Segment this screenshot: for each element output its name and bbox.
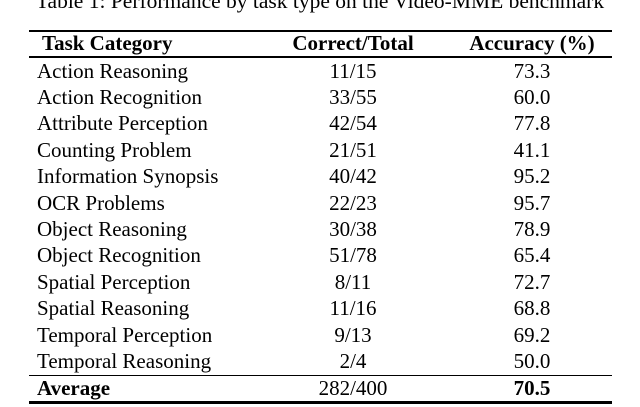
table-row: Object Reasoning 30/38 78.9: [29, 216, 612, 242]
cell-correct-total: 21/51: [329, 137, 377, 162]
table-row: Temporal Reasoning 2/4 50.0: [29, 348, 612, 375]
table-row: Counting Problem 21/51 41.1: [29, 137, 612, 163]
cell-correct-total: 11/15: [329, 58, 377, 83]
cell-category: Temporal Perception: [37, 322, 213, 347]
cell-category: Object Recognition: [37, 243, 201, 268]
cell-accuracy: 77.8: [513, 111, 551, 136]
table-body: Action Reasoning 11/15 73.3 Action Recognit…: [29, 57, 612, 375]
cell-accuracy: 41.1: [513, 137, 551, 162]
table-caption: Table 1: Performance by task type on the…: [35, 0, 605, 13]
table-row: Information Synopsis 40/42 95.2: [29, 164, 612, 190]
cell-category: Action Reasoning: [37, 58, 189, 83]
cell-accuracy: 50.0: [513, 348, 551, 373]
cell-correct-total: 42/54: [329, 111, 377, 136]
cell-accuracy: 65.4: [513, 243, 551, 268]
cell-accuracy: 95.2: [513, 164, 551, 189]
cell-category: Action Recognition: [37, 85, 203, 110]
cell-accuracy: 60.0: [513, 85, 551, 110]
cell-category: Spatial Reasoning: [37, 296, 190, 321]
cell-correct-total: 2/4: [339, 348, 367, 373]
table-footer: Average 282/400 70.5: [29, 374, 612, 404]
average-row: Average 282/400 70.5: [29, 374, 612, 404]
cell-correct-total: 51/78: [329, 243, 377, 268]
cell-correct-total: 22/23: [329, 190, 377, 215]
cell-accuracy: 78.9: [513, 216, 551, 241]
table-row: Action Recognition 33/55 60.0: [29, 84, 612, 110]
table-row: Temporal Perception 9/13 69.2: [29, 322, 612, 348]
table-row: Action Reasoning 11/15 73.3: [29, 57, 612, 84]
table-row: Spatial Reasoning 11/16 68.8: [29, 296, 612, 322]
cell-correct-total: 8/11: [334, 269, 372, 294]
cell-correct-total: 30/38: [329, 216, 377, 241]
table-row: OCR Problems 22/23 95.7: [29, 190, 612, 216]
cell-category: Information Synopsis: [37, 164, 219, 189]
cell-accuracy: 72.7: [513, 269, 551, 294]
cell-category: Counting Problem: [37, 137, 192, 162]
average-label: Average: [29, 374, 254, 404]
cell-accuracy: 73.3: [513, 58, 551, 83]
cell-category: Temporal Reasoning: [37, 348, 212, 373]
col-header-task-category: Task Category: [29, 30, 254, 58]
table-row: Spatial Perception 8/11 72.7: [29, 269, 612, 295]
cell-accuracy: 68.8: [513, 296, 551, 321]
table-row: Object Recognition 51/78 65.4: [29, 243, 612, 269]
cell-accuracy: 95.7: [513, 190, 551, 215]
col-header-correct-total: Correct/Total: [254, 30, 452, 58]
cell-correct-total: 33/55: [329, 85, 377, 110]
header-row: Task Category Correct/Total Accuracy (%): [29, 30, 612, 58]
cell-category: Spatial Perception: [37, 269, 191, 294]
table-header: Task Category Correct/Total Accuracy (%): [29, 30, 612, 58]
cell-category: Object Reasoning: [37, 216, 187, 241]
cell-correct-total: 40/42: [329, 164, 377, 189]
cell-category: OCR Problems: [37, 190, 165, 215]
average-accuracy: 70.5: [452, 374, 612, 404]
cell-correct-total: 9/13: [334, 322, 372, 347]
col-header-accuracy: Accuracy (%): [452, 30, 612, 58]
cell-accuracy: 69.2: [513, 322, 551, 347]
table-row: Attribute Perception 42/54 77.8: [29, 111, 612, 137]
average-correct-total: 282/400: [254, 374, 452, 404]
cell-category: Attribute Perception: [37, 111, 208, 136]
cell-correct-total: 11/16: [329, 296, 377, 321]
performance-table: Task Category Correct/Total Accuracy (%)…: [29, 30, 612, 404]
